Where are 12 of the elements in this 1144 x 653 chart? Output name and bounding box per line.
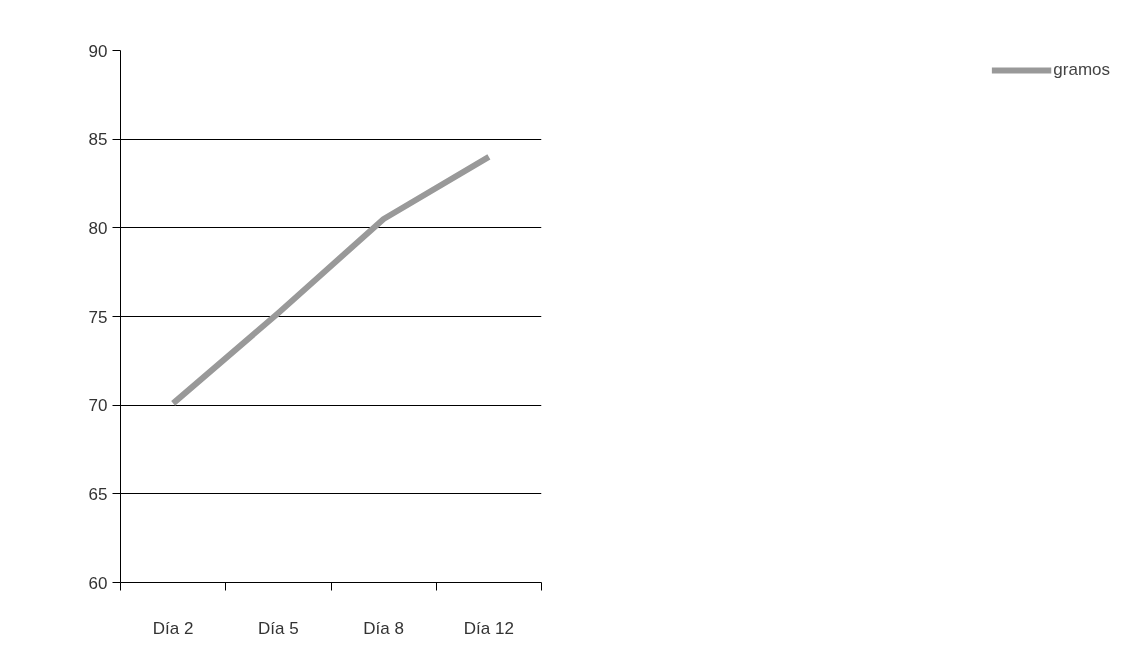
y-tick-label: 65 bbox=[88, 484, 108, 504]
y-tick-label: 75 bbox=[88, 307, 108, 327]
legend-label: gramos bbox=[1053, 60, 1110, 80]
x-tick-label: Día 5 bbox=[258, 618, 299, 638]
x-tick-label: Día 2 bbox=[152, 618, 194, 638]
y-tick-label: 80 bbox=[88, 218, 108, 238]
y-tick-label: 85 bbox=[88, 130, 108, 150]
x-tick-label: Día 12 bbox=[463, 618, 514, 638]
y-tick-label: 60 bbox=[88, 573, 108, 593]
x-tick-label: Día 8 bbox=[363, 618, 404, 638]
y-tick-label: 70 bbox=[88, 396, 108, 416]
y-tick-label: 90 bbox=[88, 41, 108, 61]
